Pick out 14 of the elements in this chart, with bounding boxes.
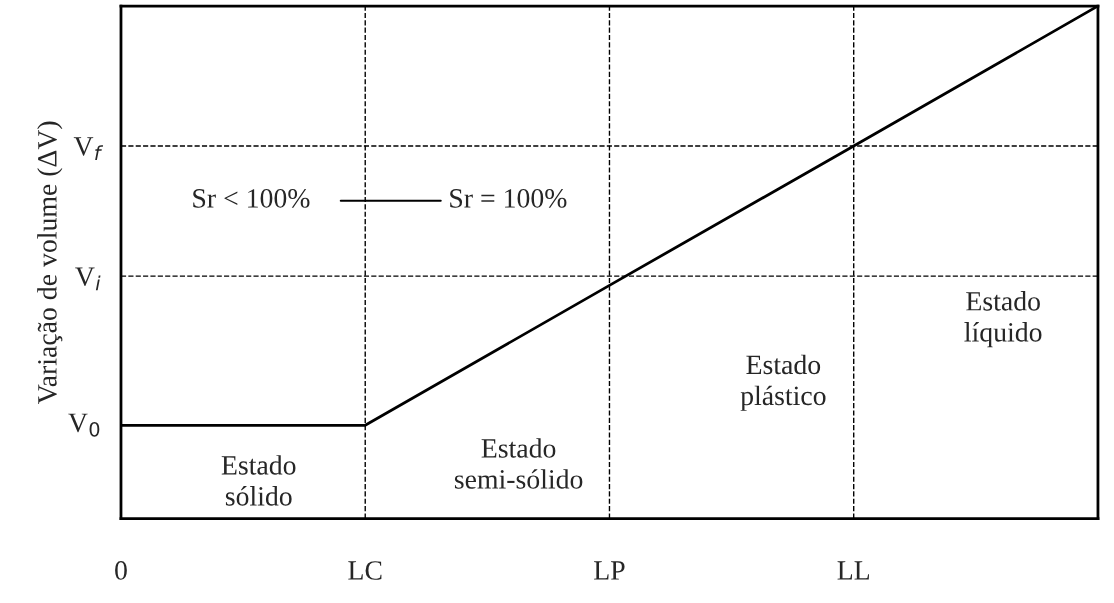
- annotation: V$_{0}$: [68, 413, 100, 437]
- annotation: Estado plástico: [740, 354, 826, 411]
- annotation: Estado líquido: [964, 291, 1042, 348]
- ref-line-label: V$_{f}$: [73, 137, 104, 161]
- annotation: Estado semi-sólido: [454, 438, 583, 489]
- x-tick-label: LP: [594, 561, 625, 580]
- annotation: Sr < 100%: [193, 189, 310, 208]
- annotation: Estado sólido: [221, 455, 296, 506]
- ref-line-label: V$_{i}$: [75, 267, 101, 291]
- annotation: Sr = 100%: [450, 189, 567, 208]
- y-axis-title: Variação de volume (ΔV): [37, 121, 63, 404]
- x-tick-label: LL: [837, 561, 870, 580]
- x-tick-label: LC: [348, 561, 382, 580]
- x-tick-label: 0: [115, 561, 127, 580]
